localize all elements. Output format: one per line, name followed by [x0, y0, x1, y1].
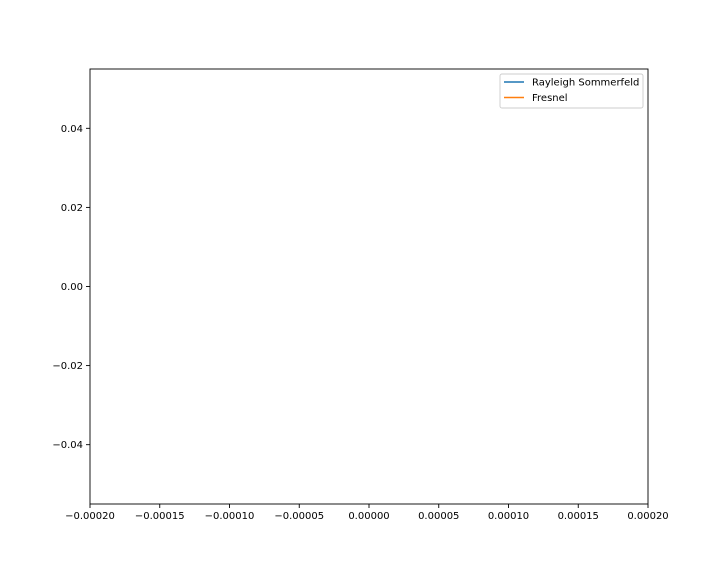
x-tick-label: 0.00020: [627, 511, 668, 522]
x-tick-label: −0.00020: [65, 511, 115, 522]
x-tick-label: −0.00010: [205, 511, 255, 522]
x-tick-label: −0.00005: [274, 511, 324, 522]
x-axis: −0.00020 −0.00015 −0.00010 −0.00005 0.00000 0…: [65, 504, 669, 522]
y-tick-label: 0.04: [61, 124, 83, 135]
x-tick-label: 0.00015: [558, 511, 599, 522]
legend: Rayleigh Sommerfeld Fresnel: [499, 73, 644, 109]
x-tick-label: −0.00015: [135, 511, 185, 522]
legend-box: [499, 73, 644, 109]
x-tick-label: 0.00010: [488, 511, 529, 522]
y-tick-label: 0.02: [61, 203, 83, 214]
x-tick-label: 0.00005: [418, 511, 459, 522]
legend-label: Fresnel: [532, 93, 568, 104]
y-tick-label: −0.02: [52, 361, 83, 372]
y-tick-label: 0.00: [61, 282, 83, 293]
y-axis: 0.04 0.02 0.00 −0.02 −0.04: [52, 124, 90, 451]
y-tick-label: −0.04: [52, 440, 83, 451]
x-tick-label: 0.00000: [348, 511, 389, 522]
legend-label: Rayleigh Sommerfeld: [532, 78, 639, 89]
